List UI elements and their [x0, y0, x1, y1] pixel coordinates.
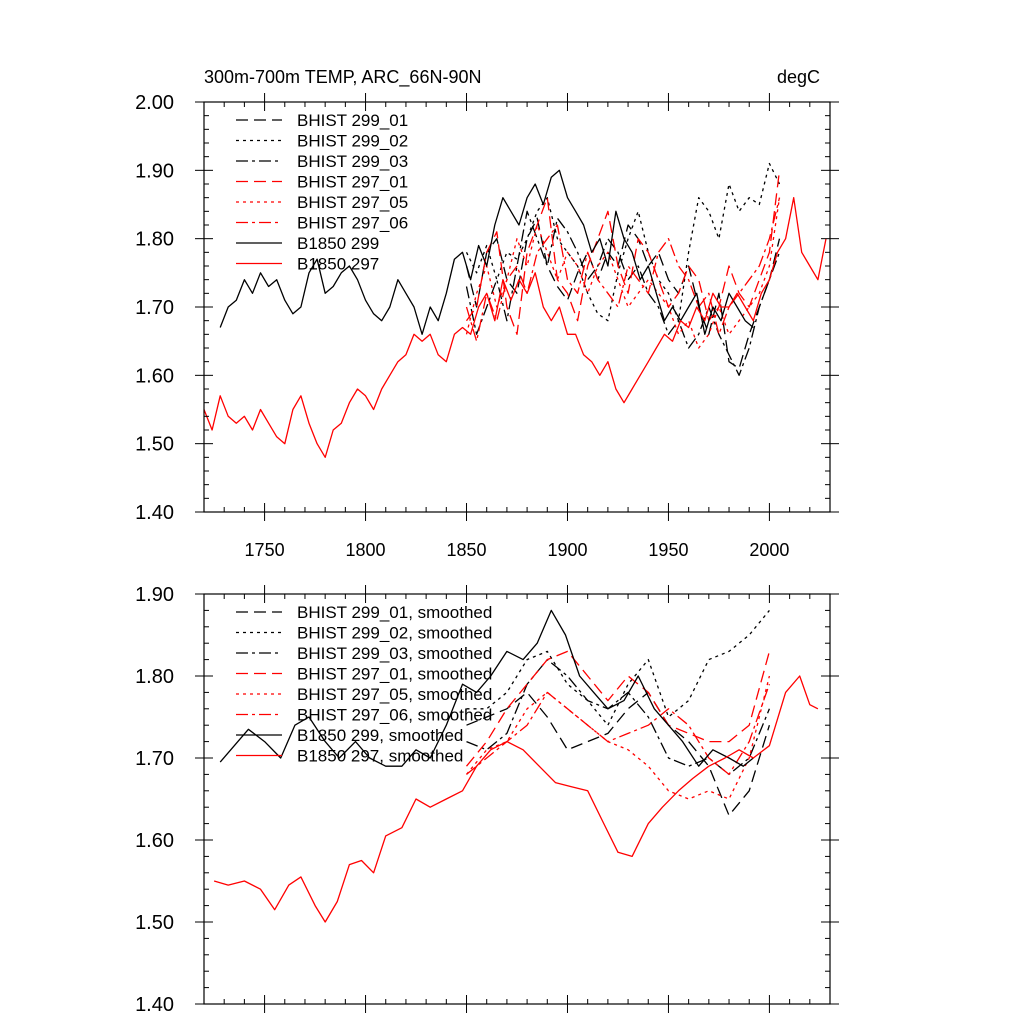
- top-plot-area: [203, 162, 827, 458]
- series-line-bhist-297-06: [465, 197, 781, 342]
- y-tick-label: 1.40: [135, 502, 174, 524]
- series-line-bhist-297-06-smoothed: [466, 683, 771, 776]
- y-tick-label: 1.90: [135, 584, 174, 606]
- legend-label-bhist-297-05-smoothed: BHIST 297_05, smoothed: [297, 685, 492, 704]
- legend-label-bhist-297-01: BHIST 297_01: [297, 173, 408, 192]
- series-line-b1850-299-smoothed: [219, 609, 754, 767]
- y-tick-label: 1.90: [135, 160, 174, 182]
- y-tick-label: 1.70: [135, 297, 174, 319]
- legend-label-bhist-297-01-smoothed: BHIST 297_01, smoothed: [297, 665, 492, 684]
- legend-label-bhist-299-02: BHIST 299_02: [297, 132, 408, 151]
- series-line-b1850-297-smoothed: [213, 675, 819, 923]
- legend-label-bhist-299-02-smoothed: BHIST 299_02, smoothed: [297, 624, 492, 643]
- series-line-bhist-297-05-smoothed: [465, 675, 771, 800]
- y-tick-label: 1.80: [135, 229, 174, 251]
- legend-label-b1850-299: B1850 299: [297, 234, 379, 253]
- y-tick-label: 1.50: [135, 434, 174, 456]
- legend-label-bhist-297-06: BHIST 297_06: [297, 214, 408, 233]
- y-tick-label: 1.80: [135, 666, 174, 688]
- y-tick-label: 1.60: [135, 830, 174, 852]
- top-panel: 300m-700m TEMP, ARC_66N-90N degC 1750 180…: [135, 67, 839, 560]
- bottom-plot-frame: [203, 593, 831, 1005]
- series-line-bhist-299-01-smoothed: [466, 691, 771, 817]
- legend-label-bhist-299-01-smoothed: BHIST 299_01, smoothed: [297, 603, 492, 622]
- y-tick-label: 1.50: [135, 912, 174, 934]
- top-panel-title: 300m-700m TEMP, ARC_66N-90N: [204, 67, 481, 88]
- legend-label-bhist-299-01: BHIST 299_01: [297, 111, 408, 130]
- top-panel-units: degC: [777, 67, 820, 87]
- legend-label-b1850-297-smoothed: B1850 297, smoothed: [297, 747, 463, 766]
- x-tick-label: 1950: [648, 540, 688, 560]
- x-tick-label: 1900: [547, 540, 587, 560]
- y-tick-label: 1.70: [135, 748, 174, 770]
- legend-label-b1850-299-smoothed: B1850 299, smoothed: [297, 726, 463, 745]
- x-tick-label: 1800: [346, 540, 386, 560]
- series-line-b1850-297: [203, 197, 827, 458]
- series-line-bhist-297-01: [465, 170, 781, 335]
- series-line-b1850-299: [219, 169, 754, 335]
- legend-label-bhist-297-06-smoothed: BHIST 297_06, smoothed: [297, 706, 492, 725]
- series-line-bhist-297-05: [465, 197, 781, 349]
- legend-label-bhist-299-03: BHIST 299_03: [297, 152, 408, 171]
- y-tick-label: 2.00: [135, 92, 174, 114]
- x-tick-label: 1850: [446, 540, 486, 560]
- series-line-bhist-299-03-smoothed: [466, 658, 771, 776]
- series-line-bhist-299-02: [465, 162, 781, 322]
- x-tick-label: 2000: [749, 540, 789, 560]
- x-tick-label: 1750: [245, 540, 285, 560]
- top-axes: 1750 1800 1850 1900 1950 2000 1.40 1.50 1.60 1.70…: [135, 92, 839, 560]
- series-line-bhist-299-02-smoothed: [466, 609, 770, 726]
- legend-label-bhist-299-03-smoothed: BHIST 299_03, smoothed: [297, 644, 492, 663]
- series-line-bhist-299-03: [465, 210, 781, 376]
- legend-label-bhist-297-05: BHIST 297_05: [297, 193, 408, 212]
- series-line-bhist-297-01-smoothed: [465, 650, 771, 767]
- bottom-panel: 1.40 1.50 1.60 1.70 1.80 1.90 BHIST 299_01, s…: [135, 584, 839, 1016]
- legend-label-b1850-297: B1850 297: [297, 255, 379, 274]
- y-tick-label: 1.40: [135, 994, 174, 1016]
- y-tick-label: 1.60: [135, 365, 174, 387]
- bottom-axes: 1.40 1.50 1.60 1.70 1.80 1.90: [135, 584, 839, 1016]
- bottom-legend: BHIST 299_01, smoothed BHIST 299_02, smoo…: [236, 603, 492, 766]
- bottom-plot-area: [213, 609, 819, 923]
